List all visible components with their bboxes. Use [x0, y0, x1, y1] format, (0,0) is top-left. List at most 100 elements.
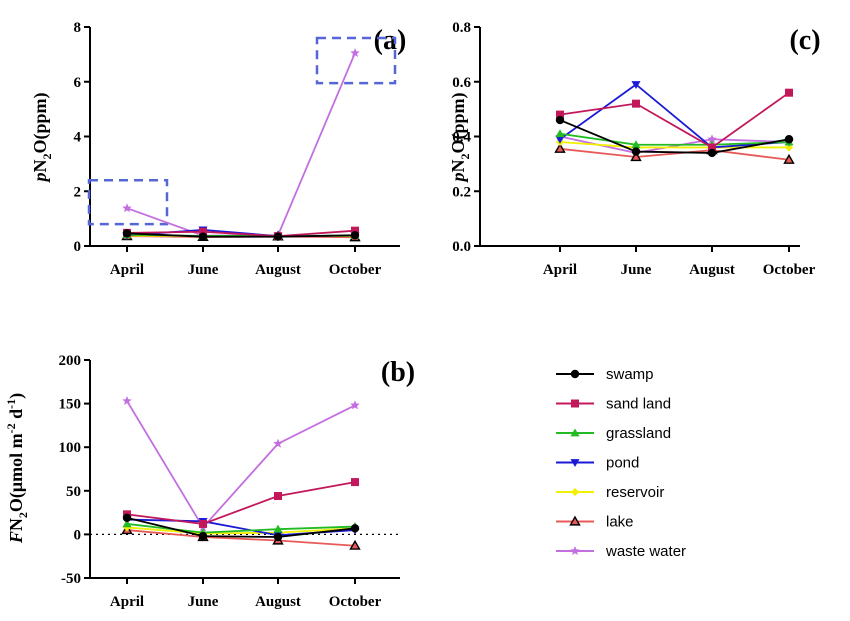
y-axis-label-part: -1 [4, 399, 18, 409]
series-line [559, 83, 790, 149]
y-axis-label: FN2O(μmol m-2 d-1) [4, 393, 30, 544]
legend-item: grassland [556, 425, 671, 442]
data-point [554, 142, 566, 153]
y-axis-label-part: O(ppm) [448, 92, 469, 153]
panel-b: -50 0 50 100 150 200 April June August October (b)… [4, 353, 415, 610]
series-line [126, 52, 356, 237]
series-line [126, 516, 356, 538]
data-point [122, 513, 132, 523]
y-tick-label: 0.8 [452, 20, 471, 36]
data-point [351, 478, 359, 487]
y-tick-label: 6 [74, 75, 82, 91]
series-line [559, 132, 790, 146]
y-tick-label: 8 [74, 20, 82, 36]
legend-item: pond [556, 455, 639, 472]
data-point [707, 148, 717, 158]
x-tick-label: June [621, 262, 652, 278]
x-tick-label: August [255, 262, 301, 278]
data-point [122, 203, 132, 213]
y-axis-label: pN2O(ppm) [30, 92, 54, 183]
data-point [555, 115, 565, 125]
x-tick-label: April [110, 594, 144, 610]
y-axis-label-part: p [448, 173, 468, 184]
data-point [631, 147, 641, 156]
legend-marker [571, 399, 579, 408]
legend-marker [571, 488, 579, 496]
legend-label: pond [606, 455, 639, 472]
data-point [631, 81, 641, 89]
data-point [199, 227, 207, 236]
y-tick-label: 150 [59, 397, 82, 413]
data-point [273, 524, 283, 533]
y-tick-label: 200 [59, 353, 82, 369]
data-point [273, 532, 283, 542]
legend-item: waste water [556, 543, 686, 560]
data-point [784, 135, 794, 144]
data-point [556, 110, 564, 119]
x-tick-label: August [255, 594, 301, 610]
y-axis-label-part: N [6, 518, 26, 531]
y-tick-label: 100 [59, 440, 82, 456]
panel-label: (b) [381, 357, 415, 388]
x-tick-label: June [188, 594, 219, 610]
series-swamp [122, 513, 360, 542]
legend-label: swamp [606, 366, 654, 383]
series-waste-water [122, 48, 360, 240]
y-tick-label: 4 [74, 130, 82, 146]
series-line [559, 141, 789, 149]
series-line [126, 529, 356, 547]
series-waste-water [122, 395, 360, 532]
x-tick-label: October [329, 594, 382, 610]
y-tick-label: 0 [74, 239, 82, 255]
data-point [632, 99, 640, 108]
y-tick-label: 0 [74, 527, 82, 543]
data-point [555, 129, 565, 138]
y-axis-label-part: ) [6, 393, 27, 399]
y-axis-label-part: O(μmol m [6, 433, 27, 512]
y-axis-label-part: d [6, 409, 26, 424]
y-axis-label-part: O(ppm) [30, 92, 51, 153]
panel-c: 0.0 0.2 0.4 0.6 0.8 April June August October (c)… [448, 20, 821, 278]
x-tick-label: April [543, 262, 577, 278]
y-axis-label-part: F [6, 531, 26, 544]
y-tick-label: 50 [66, 484, 81, 500]
x-tick-label: April [110, 262, 144, 278]
legend-label: grassland [606, 425, 671, 442]
data-point [349, 539, 361, 550]
data-point [631, 140, 641, 149]
series-swamp [555, 115, 794, 158]
panel-label: (c) [789, 25, 820, 56]
legend-marker [570, 369, 580, 379]
series-line [126, 526, 356, 535]
legend: swamp sand land grassland pond reservoir lake… [556, 366, 686, 560]
data-point [785, 143, 793, 152]
legend-item: sand land [556, 396, 671, 413]
y-axis-label-part: N [448, 160, 468, 173]
series-line [559, 147, 790, 161]
data-point [122, 519, 132, 528]
data-point [199, 519, 207, 528]
highlight-box [87, 179, 169, 226]
series-swamp [122, 229, 360, 241]
series-line [126, 229, 356, 238]
y-tick-label: 2 [74, 184, 82, 200]
data-point [198, 232, 208, 241]
y-axis-label-part: 2 [16, 512, 30, 518]
y-axis-label-part: N [30, 160, 50, 173]
data-point [350, 524, 360, 533]
data-point [350, 400, 360, 410]
y-axis-label-part: 2 [458, 154, 472, 160]
legend-item: lake [556, 514, 634, 531]
series-line [126, 523, 356, 534]
legend-label: reservoir [606, 484, 664, 501]
data-point [350, 48, 360, 58]
legend-label: waste water [605, 543, 686, 560]
y-tick-label: -50 [61, 571, 81, 587]
x-tick-label: August [689, 262, 735, 278]
legend-item: reservoir [556, 484, 664, 501]
legend-item: swamp [556, 366, 654, 383]
y-tick-label: 0.2 [452, 184, 471, 200]
data-point [707, 134, 717, 144]
